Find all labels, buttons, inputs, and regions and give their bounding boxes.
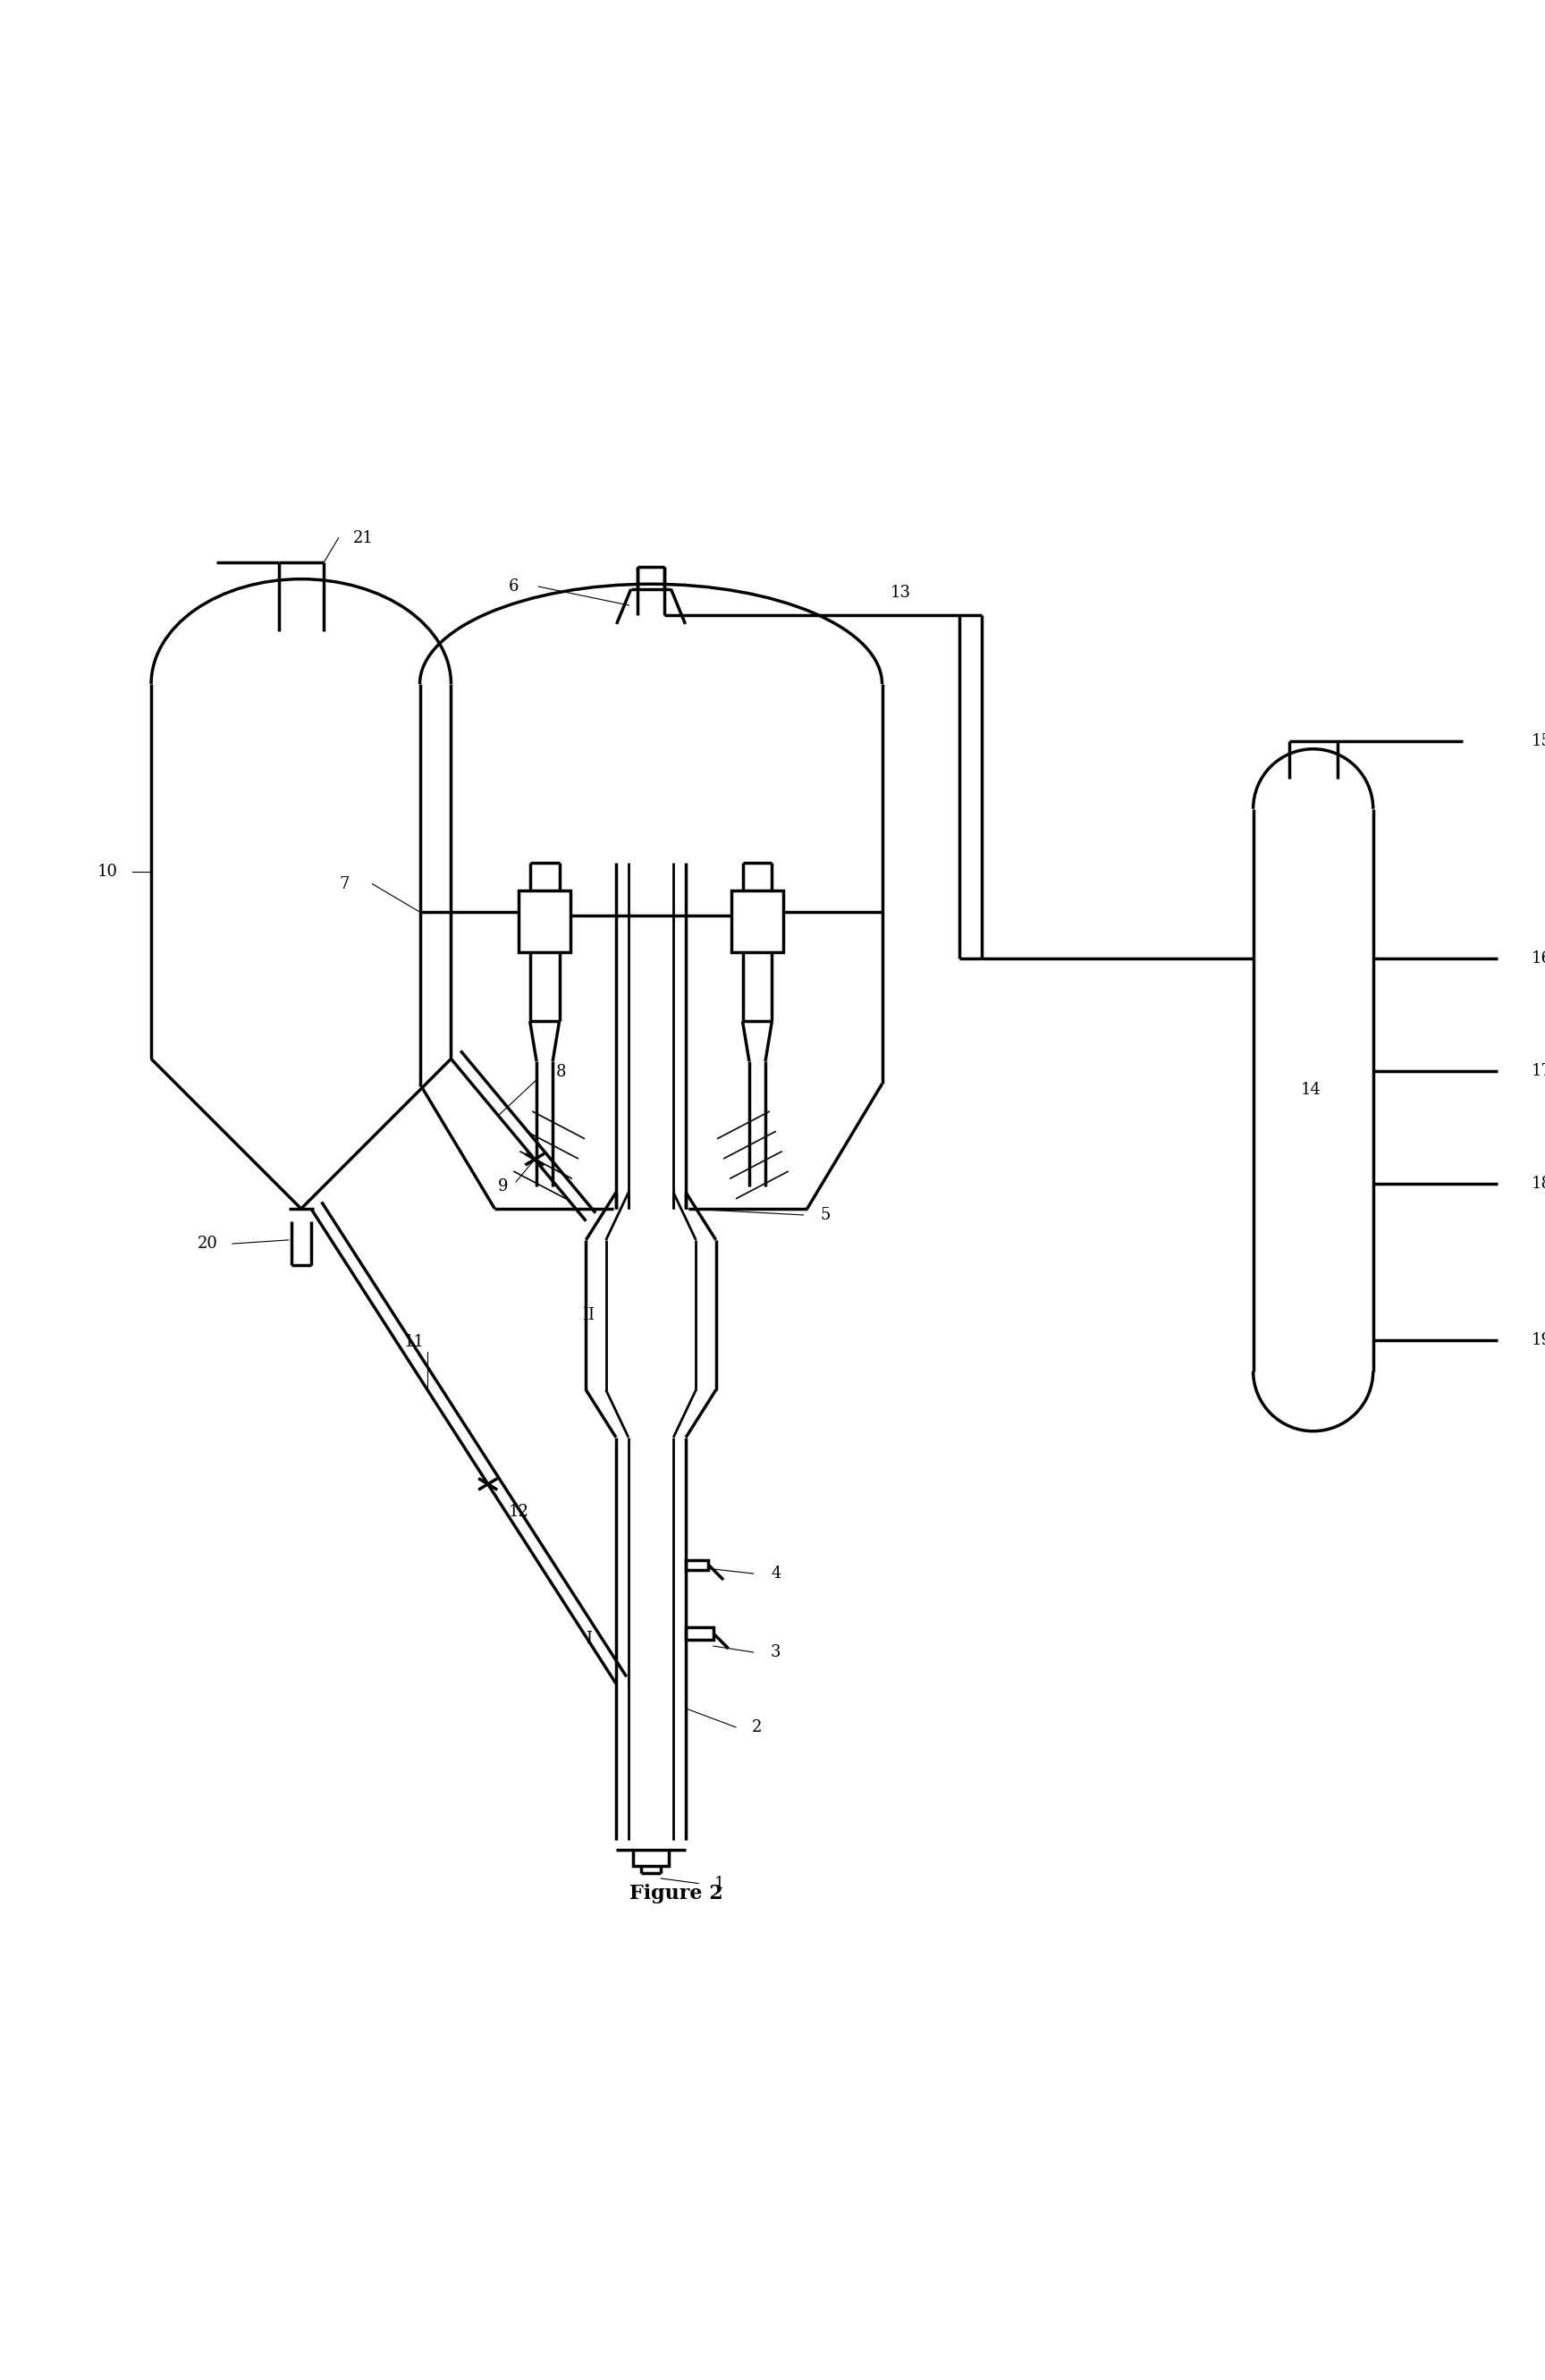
Text: 18: 18	[1531, 1176, 1545, 1192]
Text: 4: 4	[771, 1566, 780, 1583]
Text: 6: 6	[508, 578, 519, 595]
Bar	[686, 1559, 709, 1571]
Text: 12: 12	[508, 1504, 530, 1521]
Text: I: I	[586, 1630, 592, 1647]
Bar	[519, 890, 570, 952]
Text: II: II	[582, 1307, 595, 1323]
Text: 8: 8	[556, 1064, 565, 1081]
Text: 16: 16	[1531, 952, 1545, 966]
Text: 17: 17	[1531, 1064, 1545, 1081]
Text: 10: 10	[97, 864, 117, 881]
Bar	[633, 1849, 669, 1866]
Text: 3: 3	[771, 1645, 782, 1661]
Bar	[731, 890, 783, 952]
Text: 9: 9	[499, 1178, 508, 1195]
Text: 11: 11	[405, 1333, 425, 1349]
Text: 13: 13	[890, 585, 912, 600]
Text: 20: 20	[198, 1235, 218, 1252]
Bar	[686, 1628, 714, 1640]
Text: 2: 2	[752, 1718, 762, 1735]
Text: Figure 2: Figure 2	[629, 1883, 723, 1904]
Text: 21: 21	[354, 531, 374, 545]
Text: 15: 15	[1531, 733, 1545, 750]
Text: 7: 7	[340, 876, 349, 892]
Text: 1: 1	[714, 1875, 725, 1892]
Text: 19: 19	[1531, 1333, 1545, 1347]
Text: 14: 14	[1301, 1083, 1321, 1097]
Text: 5: 5	[820, 1207, 831, 1223]
